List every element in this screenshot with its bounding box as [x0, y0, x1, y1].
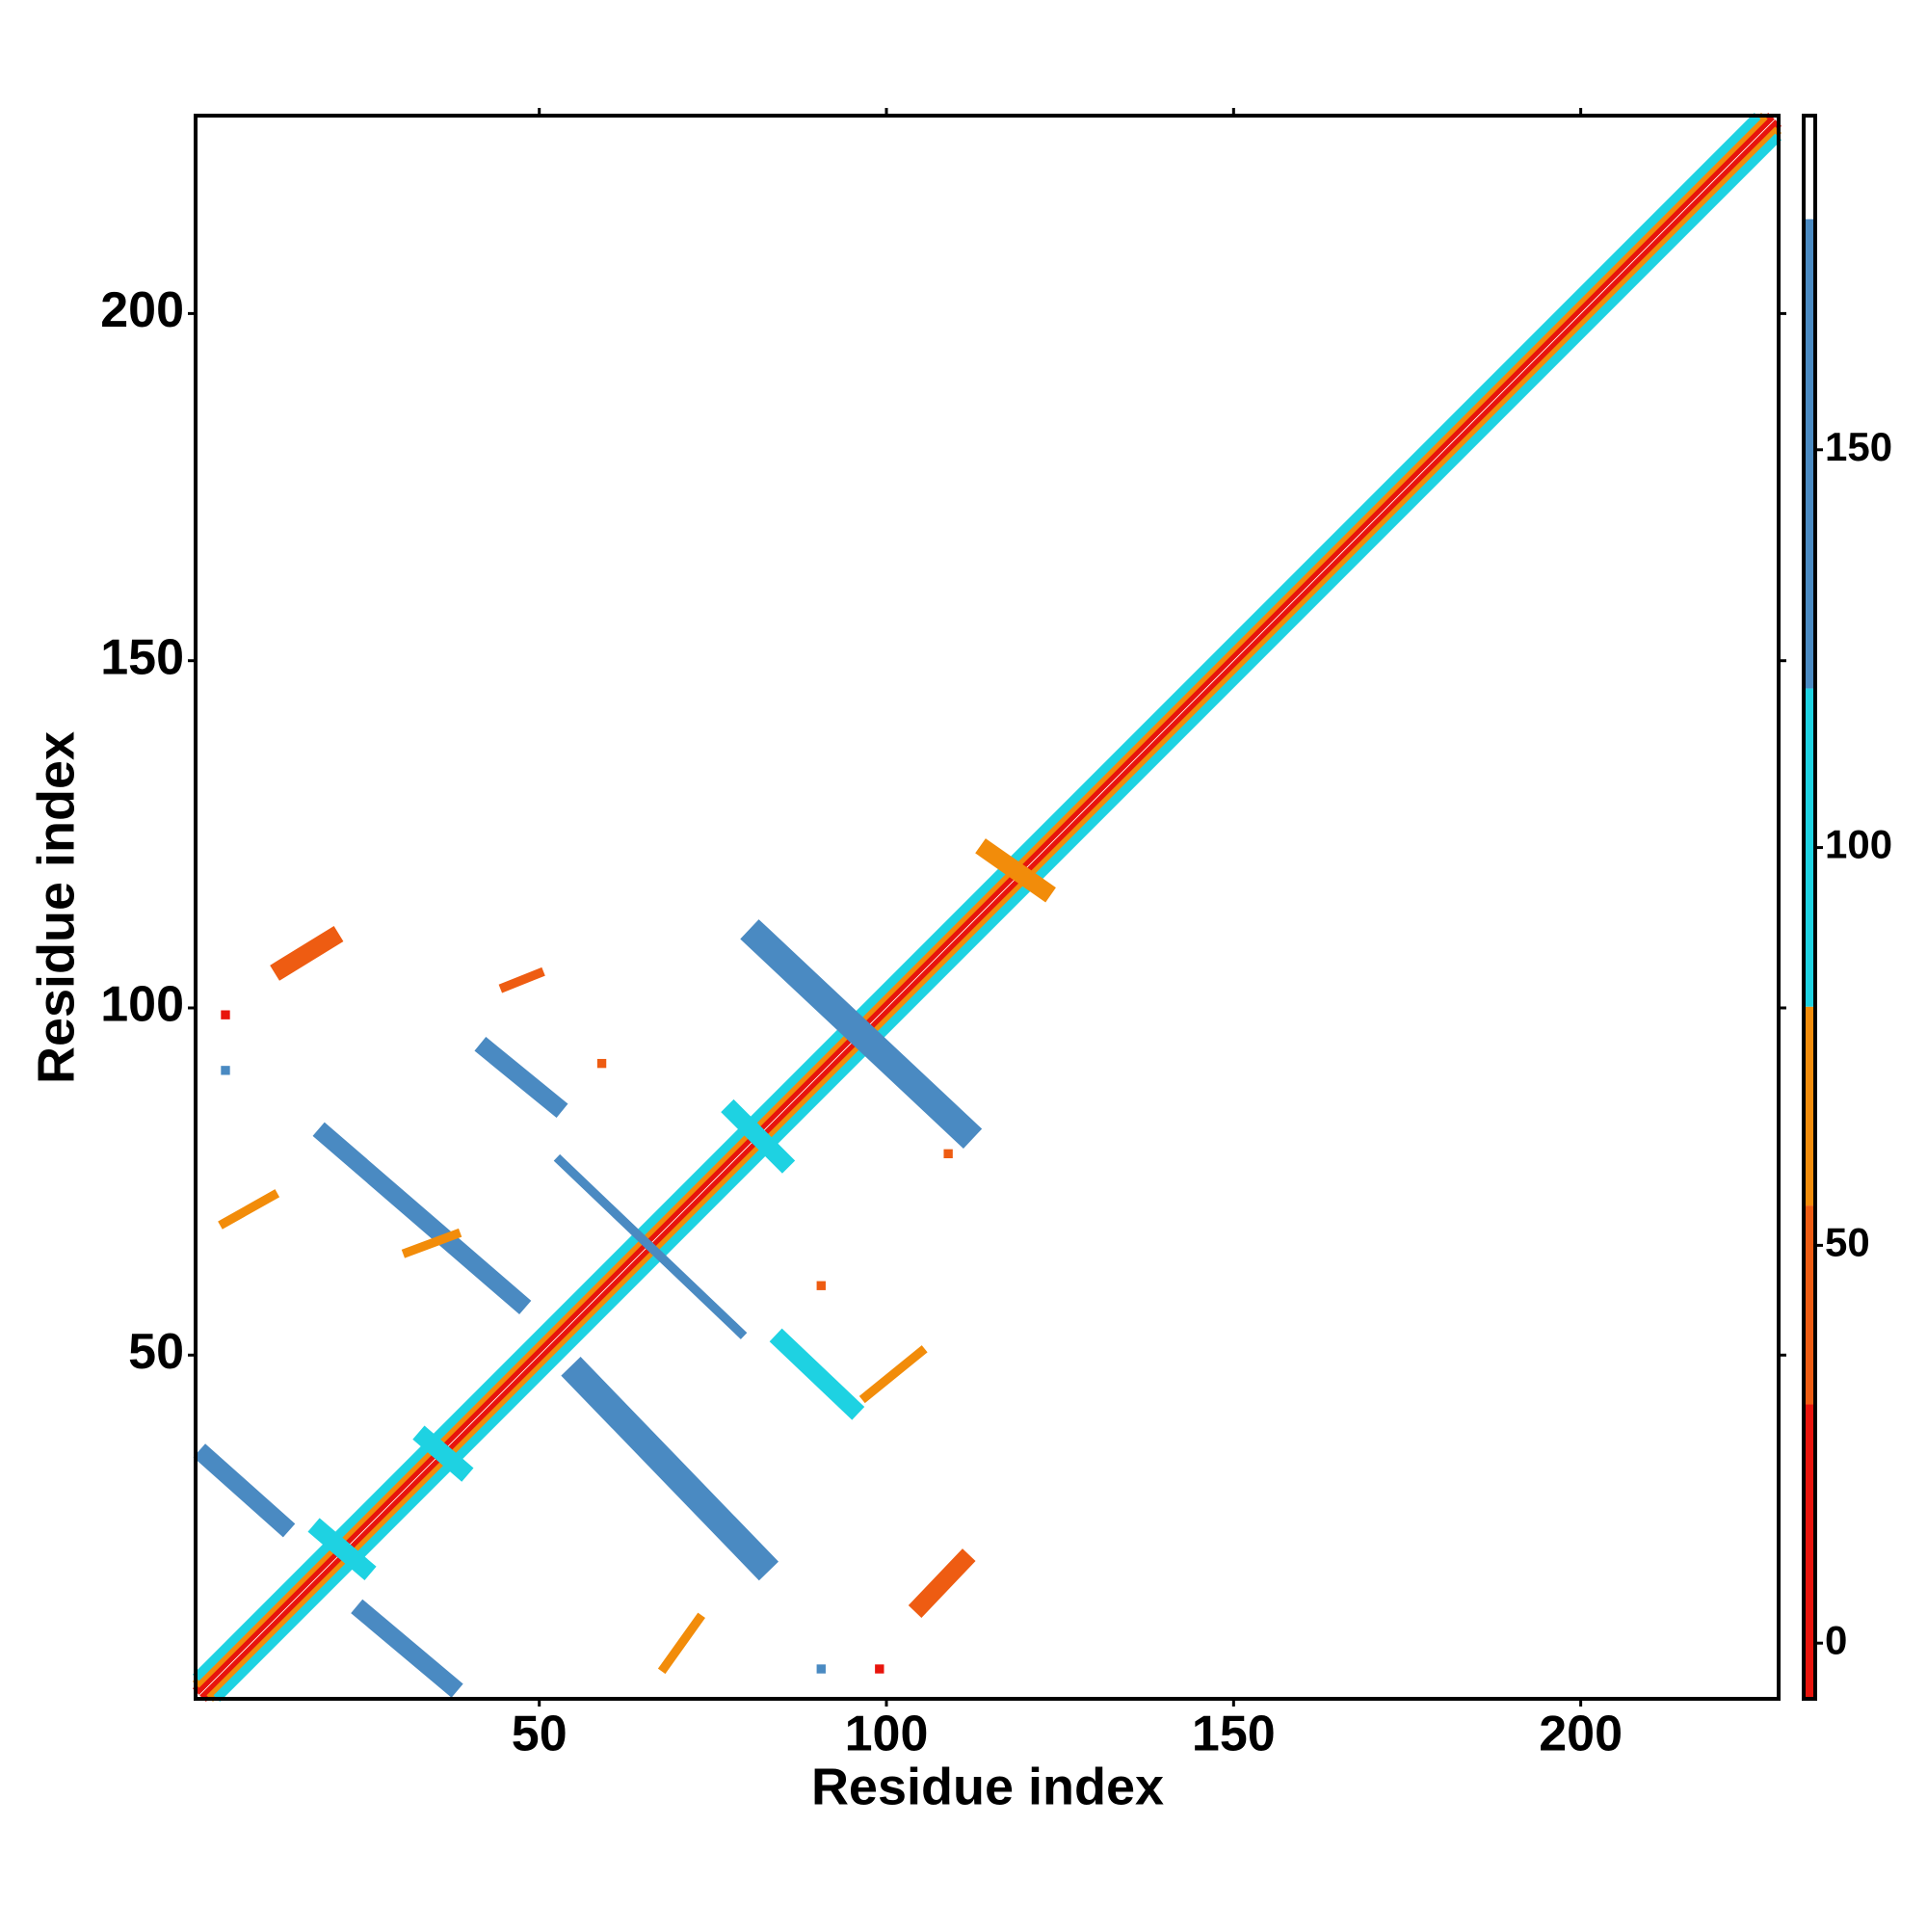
- contact-segment: [769, 1328, 865, 1420]
- contact-segment: [192, 112, 1775, 1695]
- y-tick-label: 50: [128, 1324, 184, 1380]
- contact-segment: [908, 1548, 976, 1618]
- contact-segment: [206, 126, 1782, 1703]
- contact-segment: [412, 1425, 474, 1482]
- contact-segment: [858, 1345, 928, 1404]
- contact-segment: [193, 1443, 296, 1538]
- contact-segment: [218, 1189, 280, 1230]
- contact-segment: [401, 1228, 462, 1258]
- contact-segment: [553, 1153, 748, 1339]
- plot-frame: [194, 114, 1781, 1701]
- y-tick-label: 150: [100, 629, 184, 685]
- colorbar-tick-label: 50: [1825, 1219, 1870, 1264]
- contact-segment: [561, 1357, 779, 1581]
- colorbar-band: [1804, 1404, 1815, 1699]
- colorbar-frame: [1802, 114, 1817, 1701]
- contact-segment: [270, 926, 344, 981]
- y-axis-label: Residue index: [27, 731, 85, 1084]
- x-tick-label: 100: [845, 1707, 929, 1762]
- colorbar-tick-label: 150: [1825, 424, 1892, 469]
- x-axis-label: Residue index: [811, 1758, 1164, 1815]
- contact-segment: [474, 1037, 568, 1119]
- x-tick-label: 150: [1192, 1707, 1276, 1762]
- y-tick-label: 100: [100, 977, 184, 1033]
- contact-segment: [657, 1612, 705, 1675]
- colorbar-tick-label: 0: [1825, 1617, 1847, 1662]
- colorbar-band: [1804, 1006, 1815, 1206]
- colorbar-band: [1804, 116, 1815, 220]
- contact-segment: [192, 112, 1761, 1681]
- contact-segment: [312, 1122, 532, 1315]
- contact-segment: [498, 966, 545, 993]
- colorbar-band: [1804, 688, 1815, 1007]
- contact-segment: [307, 1518, 377, 1581]
- colorbar-band: [1804, 219, 1815, 689]
- contact-segment: [975, 838, 1056, 903]
- contact-segment: [351, 1599, 463, 1698]
- contact-segment: [740, 919, 983, 1149]
- contact-segment: [721, 1098, 796, 1174]
- x-tick-label: 200: [1539, 1707, 1623, 1762]
- contact-segment: [213, 133, 1782, 1703]
- y-tick-label: 200: [100, 282, 184, 338]
- contact-segment: [199, 119, 1782, 1703]
- contact-segment: [192, 112, 1768, 1688]
- colorbar-tick-label: 100: [1825, 822, 1892, 867]
- x-tick-label: 50: [512, 1707, 568, 1762]
- colorbar-band: [1804, 1205, 1815, 1405]
